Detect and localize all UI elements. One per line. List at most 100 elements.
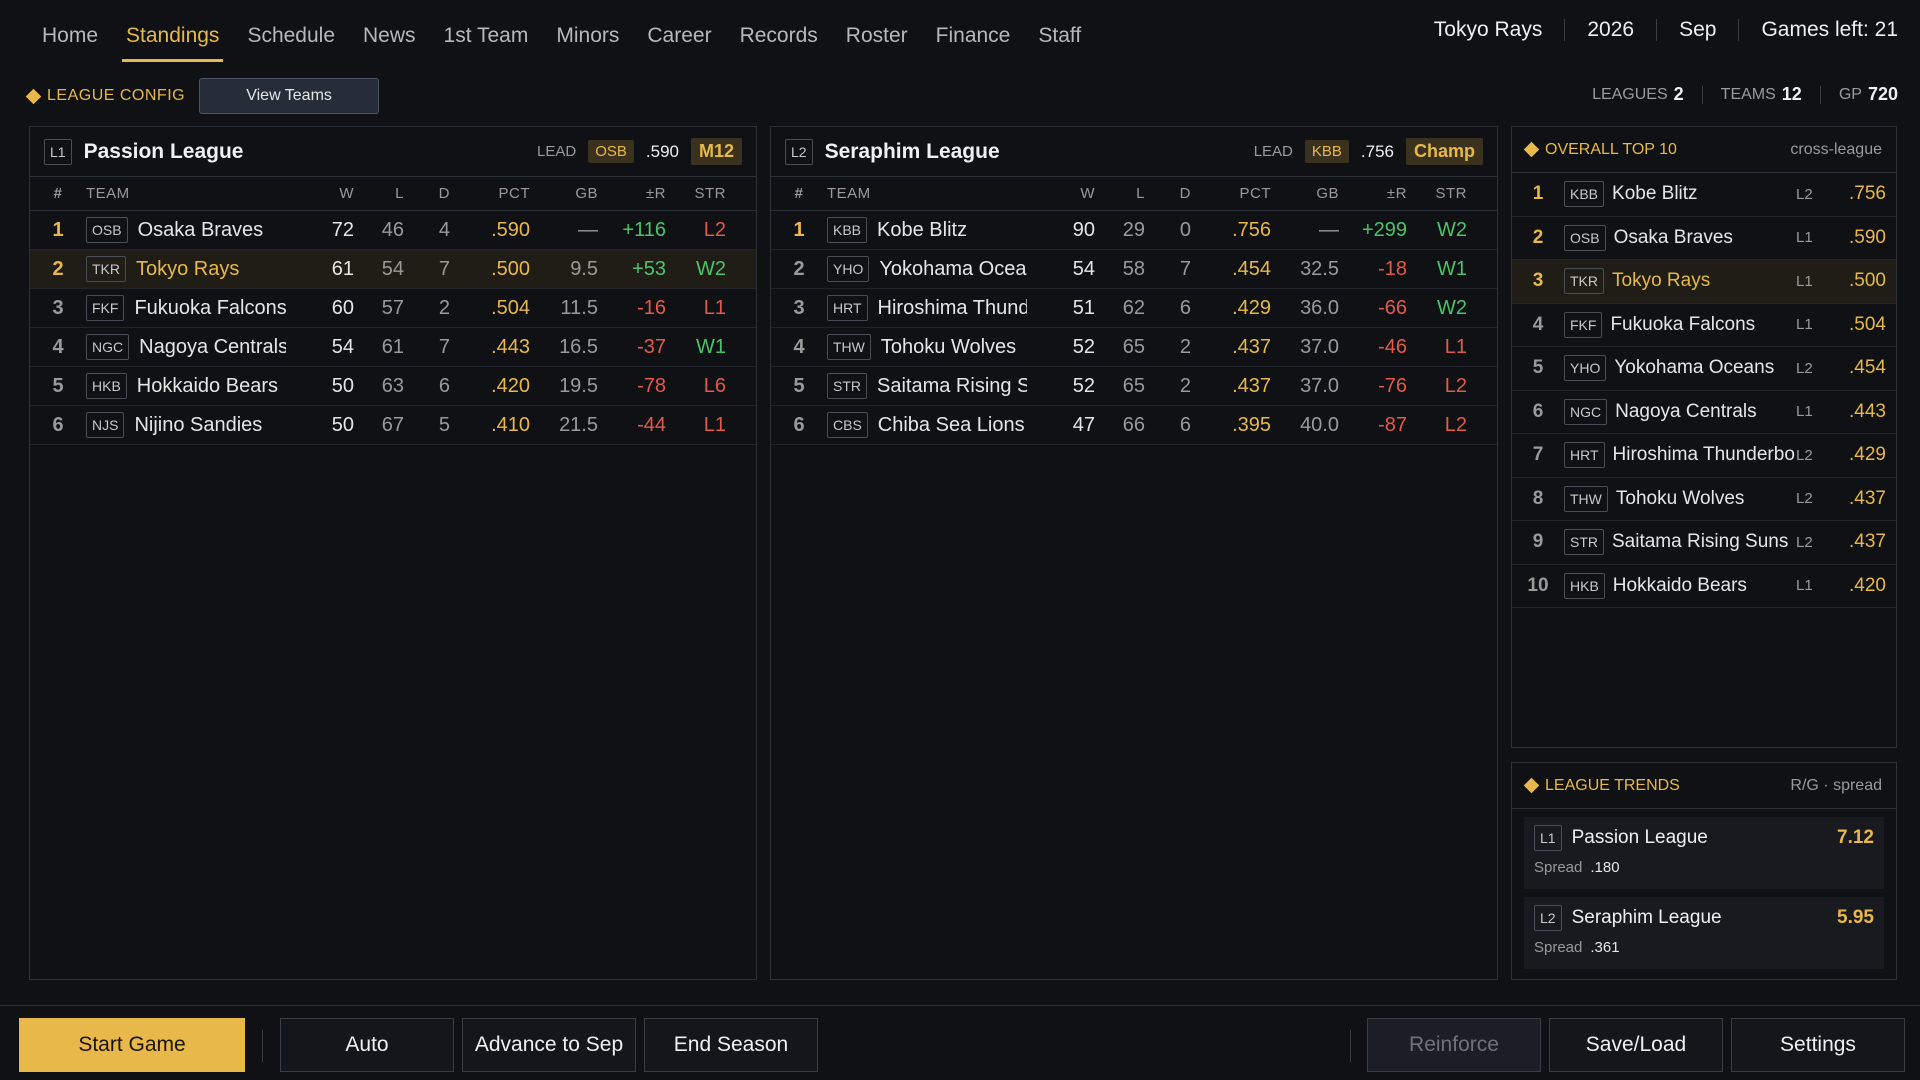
col-gb: GB [575,185,598,202]
advance-button[interactable]: Advance to Sep [462,1018,636,1072]
end-season-button[interactable]: End Season [644,1018,818,1072]
overall-top10-panel: OVERALL TOP 10 cross-league 1 KBB Kobe Bli… [1511,126,1897,748]
table-row[interactable]: 1 OSB Osaka Braves 72 46 4 .590 — +116 L2 [30,211,756,250]
tab-records[interactable]: Records [739,24,818,47]
str-cell: L1 [703,296,726,319]
tab-standings[interactable]: Standings [112,10,233,62]
l-cell: 57 [381,296,404,319]
team-cell: KBB Kobe Blitz [1564,181,1796,208]
reinforce-button[interactable]: Reinforce [1367,1018,1541,1072]
tab-finance[interactable]: Finance [935,24,1011,47]
tab-news[interactable]: News [363,24,416,47]
list-item[interactable]: 5 YHO Yokohama Oceans L2 .454 [1512,347,1896,391]
d-cell: 6 [1179,413,1191,436]
team-code: HRT [827,295,868,321]
league-code: L2 [785,138,813,165]
tab-staff[interactable]: Staff [1038,24,1082,47]
league-trends-panel: LEAGUE TRENDS R/G · spread L1 Passion Lea… [1511,762,1897,980]
tab-1st-team[interactable]: 1st Team [443,24,529,47]
status-games-left: Games left: 21 [1761,18,1898,41]
rank-cell: 6 [793,413,805,436]
lead-tag: M12 [690,138,742,165]
table-row[interactable]: 6 NJS Nijino Sandies 50 67 5 .410 21.5 -44 L1 [30,406,756,445]
table-row[interactable]: 6 CBS Chiba Sea Lions 47 66 6.395 40.0 -87 L2 [771,406,1497,445]
pct-cell: .410 [491,413,530,436]
trend-card: L2 Seraphim League 5.95 Spread .361 [1524,897,1884,969]
start-game-button[interactable]: Start Game [19,1018,245,1072]
save-load-button[interactable]: Save/Load [1549,1018,1723,1072]
team-code: FKF [86,295,125,321]
d-cell: 6 [438,374,450,397]
pct-cell: .443 [491,335,530,358]
league-name: Seraphim League [824,139,1000,163]
auto-button[interactable]: Auto [280,1018,454,1072]
d-cell: 0 [1179,218,1191,241]
league-code: L1 [1534,825,1562,851]
list-item[interactable]: 1 KBB Kobe Blitz L2 .756 [1512,173,1896,217]
rank-cell: 5 [52,374,64,397]
list-item[interactable]: 10 HKB Hokkaido Bears L1 .420 [1512,565,1896,608]
tab-roster[interactable]: Roster [845,24,908,47]
str-cell: L2 [703,218,726,241]
table-row[interactable]: 2 TKR Tokyo Rays 61 54 7 .500 9.5 +53 W2 [30,250,756,289]
r-cell: -44 [637,413,666,436]
settings-button[interactable]: Settings [1731,1018,1905,1072]
gb-cell: 37.0 [1300,374,1339,397]
table-row[interactable]: 3 FKF Fukuoka Falcons 60 57 2 .504 11.5 -16 L1 [30,289,756,328]
divider [1701,85,1703,104]
league-name: Passion League [1571,827,1708,848]
table-row[interactable]: 5 STR Saitama Rising Suns 52 65 2 .437 37.0 -76 L… [771,367,1497,406]
list-item[interactable]: 3 TKR Tokyo Rays L1 .500 [1512,260,1896,304]
w-cell: 54 [1072,257,1095,280]
team-name: Tokyo Rays [136,257,240,280]
team-cell: OSB Osaka Braves [86,217,286,243]
team-code: TKR [1564,268,1604,295]
divider [1819,85,1821,104]
l-cell: 67 [381,413,404,436]
pct-cell: .395 [1232,413,1271,436]
table-row[interactable]: 5 HKB Hokkaido Bears 50 63 6 .420 19.5 -78 L6 [30,367,756,406]
list-item[interactable]: 2 OSB Osaka Braves L1 .590 [1512,217,1896,260]
col-w: W [339,185,354,202]
table-row[interactable]: 4 THW Tohoku Wolves 52 65 2 .437 37.0 -46 L1 [771,328,1497,367]
team-code: YHO [1564,355,1607,382]
team-code: OSB [86,217,128,243]
team-code: STR [827,373,867,399]
trend-spread: Spread .180 [1534,859,1874,876]
view-teams-button[interactable]: View Teams [199,78,380,114]
list-item[interactable]: 9 STR Saitama Rising Suns L2 .437 [1512,521,1896,565]
tab-schedule[interactable]: Schedule [247,24,336,47]
team-cell: NGC Nagoya Centrals [86,334,286,360]
table-row[interactable]: 4 NGC Nagoya Centrals 54 61 7 .443 16.5 -37 W1 [30,328,756,367]
trend-spread: Spread .361 [1534,939,1874,956]
league-cell: L1 [1796,316,1813,334]
tab-minors[interactable]: Minors [556,24,620,47]
tab-career[interactable]: Career [647,24,712,47]
spread-label: Spread [1534,859,1583,876]
list-item[interactable]: 8 THW Tohoku Wolves L2 .437 [1512,478,1896,521]
list-item[interactable]: 4 FKF Fukuoka Falcons L1 .504 [1512,304,1896,347]
status-month: Sep [1679,18,1717,41]
table-row[interactable]: 2 YHO Yokohama Oceans 54 58 7 .454 32.5 -18 W1 [771,250,1497,289]
team-name: Saitama Rising Suns [1612,531,1789,553]
list-item[interactable]: 6 NGC Nagoya Centrals L1 .443 [1512,391,1896,434]
d-cell: 7 [438,257,450,280]
team-name: Kobe Blitz [1612,183,1698,205]
league-config-label: LEAGUE CONFIG [25,87,186,105]
list-item[interactable]: 7 HRT Hiroshima Thunderbolts L2 .429 [1512,434,1896,478]
table-row[interactable]: 3 HRT Hiroshima Thunderbolts 51 62 6 .429 36.0 -… [771,289,1497,328]
league-config-text: LEAGUE CONFIG [47,87,186,104]
status-year: 2026 [1587,18,1635,41]
team-cell: STR Saitama Rising Suns [1564,529,1796,556]
team-cell: NJS Nijino Sandies [86,412,286,438]
r-cell: -16 [637,296,666,319]
team-name: Yokohama Oceans [1614,357,1775,379]
col-team: TEAM [86,185,130,202]
team-cell: HKB Hokkaido Bears [1564,572,1796,599]
d-cell: 6 [1179,296,1191,319]
diamond-icon [25,88,42,104]
column-header: # TEAM W L D PCT GB ±R STR [771,177,1497,211]
table-row[interactable]: 1 KBB Kobe Blitz 90 29 0 .756 — +299 W2 [771,211,1497,250]
league-cell: L1 [1796,229,1813,247]
tab-home[interactable]: Home [42,24,99,47]
